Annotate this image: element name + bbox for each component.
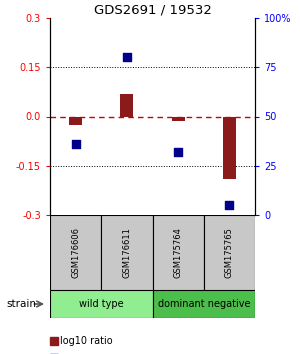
Text: GSM175764: GSM175764: [174, 227, 183, 278]
Text: GSM176611: GSM176611: [122, 227, 131, 278]
Point: [176, 149, 181, 155]
Text: strain: strain: [6, 299, 36, 309]
Point: [227, 202, 232, 208]
Point: [124, 55, 129, 60]
Bar: [223, 116, 236, 179]
Title: GDS2691 / 19532: GDS2691 / 19532: [94, 4, 212, 17]
Bar: [101, 215, 152, 290]
Text: dominant negative: dominant negative: [158, 299, 250, 309]
Text: log10 ratio: log10 ratio: [61, 336, 113, 346]
Bar: [172, 116, 184, 121]
Bar: [152, 290, 255, 318]
Bar: [50, 337, 58, 346]
Bar: [69, 116, 82, 125]
Bar: [50, 290, 152, 318]
Bar: [204, 215, 255, 290]
Bar: [121, 93, 133, 116]
Bar: [50, 215, 101, 290]
Text: GSM176606: GSM176606: [71, 227, 80, 278]
Text: wild type: wild type: [79, 299, 124, 309]
Point: [73, 141, 78, 147]
Bar: [152, 215, 204, 290]
Text: GSM175765: GSM175765: [225, 227, 234, 278]
